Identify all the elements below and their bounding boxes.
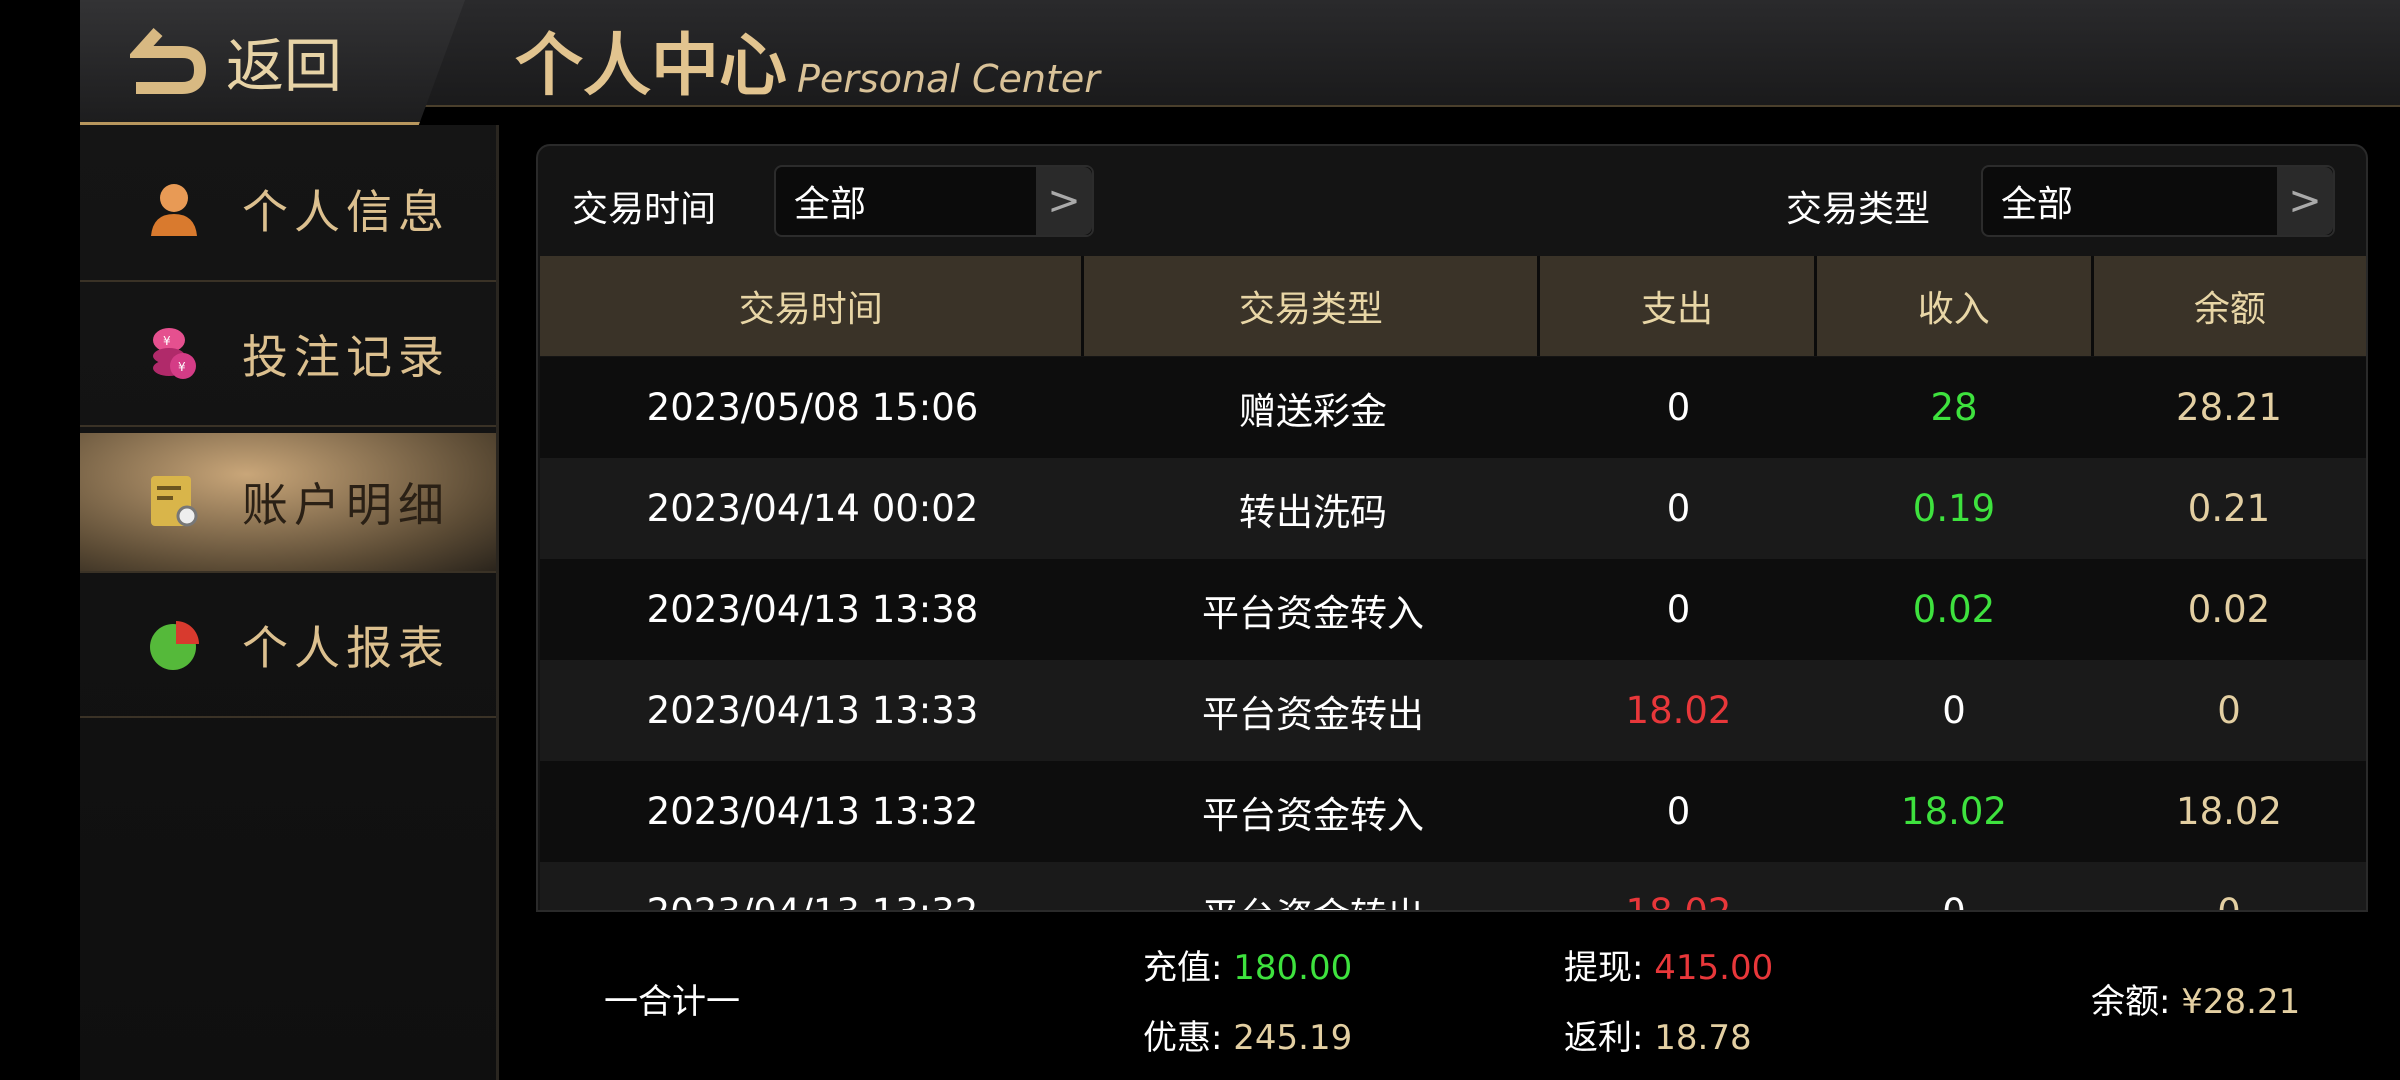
cell-time: 2023/04/13 13:32 <box>540 862 1085 910</box>
cell-type: 平台资金转出 <box>1202 692 1424 736</box>
cell-income: 0.19 <box>1912 487 1996 530</box>
cell-balance: 0 <box>2092 862 2366 910</box>
account-search-icon <box>148 474 200 530</box>
column-header-balance: 余额 <box>2093 256 2366 356</box>
coins-icon: ¥ ¥ <box>148 326 200 382</box>
cell-income: 0 <box>1942 689 1966 732</box>
table-header: 交易时间 交易类型 支出 收入 余额 <box>540 256 2366 356</box>
cell-expense: 0 <box>1666 588 1691 631</box>
cell-expense: 0 <box>1666 790 1691 833</box>
table-row[interactable]: 2023/04/13 13:38 平台资金转入 0 0.02 0.02 <box>540 559 2366 660</box>
cell-time: 2023/05/08 15:06 <box>646 386 979 429</box>
cell-type: 赠送彩金 <box>1239 389 1387 433</box>
rebate-value: 18.78 <box>1654 1018 1752 1058</box>
summary-bar: 一合计一 充值: 180.00 优惠: 245.19 提现: 415.00 返利… <box>536 912 2400 1080</box>
cell-income: 0.02 <box>1912 588 1996 631</box>
chevron-right-icon[interactable]: > <box>2277 167 2333 235</box>
page-title: 个人中心 Personal Center <box>515 10 1100 109</box>
cell-balance: 0.02 <box>2187 588 2271 631</box>
recharge-label: 充值: <box>1143 948 1223 988</box>
summary-label: 一合计一 <box>604 982 740 1022</box>
cell-time: 2023/04/14 00:02 <box>646 487 979 530</box>
withdraw-value: 415.00 <box>1654 948 1774 988</box>
bonus-total: 优惠: 245.19 <box>1143 1010 1352 1059</box>
cell-type: 平台资金转入 <box>1202 591 1424 635</box>
rebate-total: 返利: 18.78 <box>1564 1010 1752 1059</box>
sidebar-item-label: 个人报表 <box>242 620 450 675</box>
type-filter-label: 交易类型 <box>1786 189 1931 230</box>
cell-type: 转出洗码 <box>1239 490 1387 534</box>
cell-income: 28 <box>1930 386 1978 429</box>
sidebar-item-label: 投注记录 <box>242 329 450 384</box>
svg-text:¥: ¥ <box>163 334 171 348</box>
balance-label: 余额: <box>2091 982 2171 1022</box>
back-arrow-icon <box>126 27 208 94</box>
table-row[interactable]: 2023/05/08 15:06 赠送彩金 0 28 28.21 <box>540 357 2366 458</box>
time-filter-select[interactable]: 全部 > <box>774 165 1094 237</box>
transactions-table[interactable]: 2023/05/08 15:06 赠送彩金 0 28 28.21 2023/04/14 0… <box>540 357 2366 911</box>
withdraw-label: 提现: <box>1564 948 1644 988</box>
cell-income: 18.02 <box>1901 790 2007 833</box>
bonus-label: 优惠: <box>1143 1018 1223 1058</box>
sidebar: 个人信息 ¥ ¥ 投注记录 账户明细 个人报表 <box>80 125 499 1080</box>
cell-type: 平台资金转入 <box>1202 793 1424 837</box>
cell-time: 2023/04/13 13:32 <box>646 790 979 833</box>
column-header-type: 交易类型 <box>1084 256 1538 356</box>
sidebar-item-bet-records[interactable]: ¥ ¥ 投注记录 <box>80 282 496 427</box>
type-filter-value: 全部 <box>2001 184 2074 225</box>
cell-type: 平台资金转出 <box>1085 862 1541 911</box>
top-bar <box>80 0 2400 107</box>
balance-value: ¥28.21 <box>2181 982 2301 1022</box>
table-row[interactable]: 2023/04/14 00:02 转出洗码 0 0.19 0.21 <box>540 458 2366 559</box>
column-header-expense: 支出 <box>1540 256 1814 356</box>
time-filter-label: 交易时间 <box>572 189 717 230</box>
balance-total: 余额: ¥28.21 <box>2091 974 2300 1023</box>
column-header-income: 收入 <box>1816 256 2091 356</box>
cell-balance: 28.21 <box>2176 386 2282 429</box>
cell-balance: 0.21 <box>2187 487 2271 530</box>
bonus-value: 245.19 <box>1233 1018 1353 1058</box>
cell-time: 2023/04/13 13:33 <box>646 689 979 732</box>
withdraw-total: 提现: 415.00 <box>1564 940 1773 989</box>
cell-expense: 0 <box>1666 487 1691 530</box>
page-title-cn: 个人中心 <box>515 27 788 106</box>
column-header-time: 交易时间 <box>540 256 1082 356</box>
table-row[interactable]: 2023/04/13 13:32 平台资金转入 0 18.02 18.02 <box>540 761 2366 862</box>
rebate-label: 返利: <box>1564 1018 1644 1058</box>
sidebar-item-personal-info[interactable]: 个人信息 <box>80 137 496 282</box>
sidebar-item-label: 个人信息 <box>242 184 450 239</box>
cell-balance: 18.02 <box>2176 790 2282 833</box>
time-filter-value: 全部 <box>794 184 867 225</box>
back-label: 返回 <box>226 32 343 100</box>
cell-expense: 18.02 <box>1625 689 1732 732</box>
sidebar-item-label: 账户明细 <box>242 478 450 532</box>
sidebar-item-account-details[interactable]: 账户明细 <box>80 433 496 573</box>
page-title-en: Personal Center <box>797 57 1100 101</box>
back-button[interactable]: 返回 <box>80 0 465 125</box>
svg-text:¥: ¥ <box>178 360 186 374</box>
cell-time: 2023/04/13 13:38 <box>646 588 979 631</box>
user-icon <box>148 181 200 237</box>
account-details-panel: 交易时间 全部 > 交易类型 全部 > 交易时间 交易类型 支出 收入 余额 2… <box>536 144 2368 912</box>
cell-expense: 18.02 <box>1541 862 1816 910</box>
cell-income: 0 <box>1816 862 2092 910</box>
recharge-total: 充值: 180.00 <box>1143 940 1352 989</box>
table-row[interactable]: 2023/04/13 13:33 平台资金转出 18.02 0 0 <box>540 660 2366 761</box>
cell-expense: 0 <box>1666 386 1691 429</box>
chevron-right-icon[interactable]: > <box>1036 167 1092 235</box>
pie-chart-icon <box>148 617 200 673</box>
cell-balance: 0 <box>2217 689 2241 732</box>
sidebar-item-personal-report[interactable]: 个人报表 <box>80 573 496 718</box>
type-filter-select[interactable]: 全部 > <box>1981 165 2335 237</box>
recharge-value: 180.00 <box>1233 948 1353 988</box>
